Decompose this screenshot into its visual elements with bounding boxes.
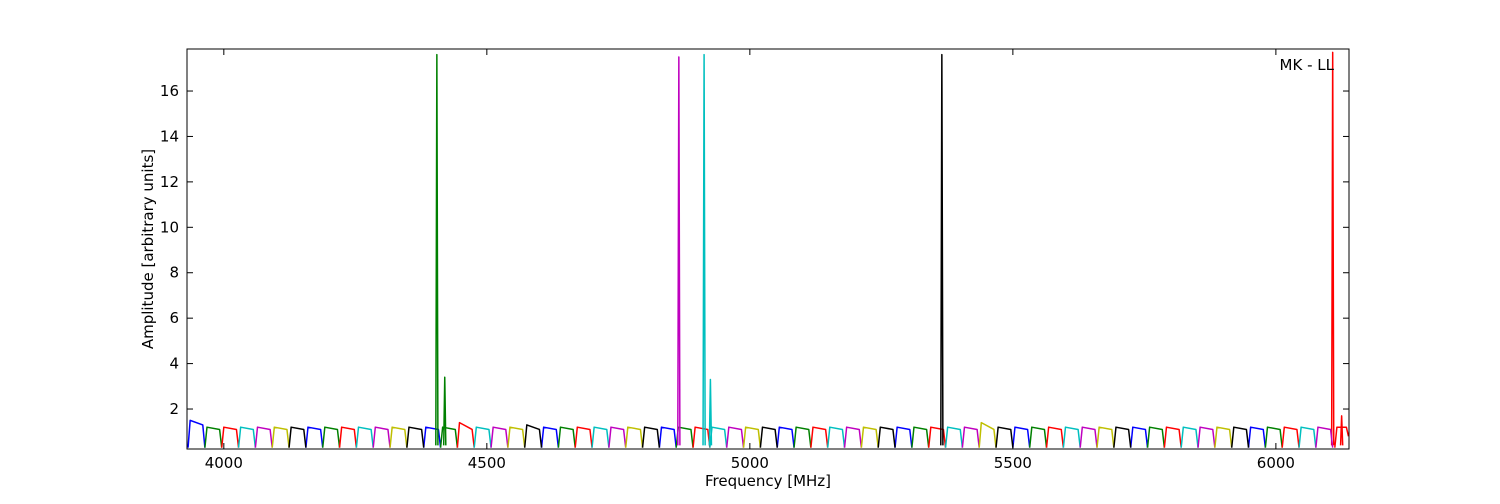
spectrum-line: [271, 421, 1233, 448]
annotation: MK - LL: [1280, 56, 1335, 74]
spectrum-line: [237, 53, 1317, 448]
axes-frame: [186, 48, 1350, 450]
y-tick-label: 6: [169, 309, 179, 327]
spectrum-line: [187, 419, 1267, 448]
x-axis-label: Frequency [MHz]: [705, 472, 831, 490]
x-tick-label: 4500: [468, 454, 506, 472]
x-tick-label: 5500: [994, 454, 1032, 472]
y-tick-label: 12: [160, 173, 179, 191]
y-tick-label: 16: [160, 82, 179, 100]
y-tick-label: 14: [160, 127, 179, 145]
y-axis-label: Amplitude [arbitrary units]: [139, 149, 157, 349]
y-tick-label: 4: [169, 355, 179, 373]
y-tick-label: 2: [169, 400, 179, 418]
x-tick-label: 6000: [1257, 454, 1295, 472]
spectrum-line: [254, 56, 1334, 448]
x-tick-label: 4000: [205, 454, 243, 472]
plot-area: [187, 51, 1349, 448]
spectrum-line: [288, 53, 1250, 448]
spectrum-line: [204, 53, 1283, 448]
x-tick-label: 5000: [731, 454, 769, 472]
y-tick-label: 8: [169, 264, 179, 282]
spectrum-line: [220, 51, 1349, 448]
y-tick-label: 10: [160, 218, 179, 236]
